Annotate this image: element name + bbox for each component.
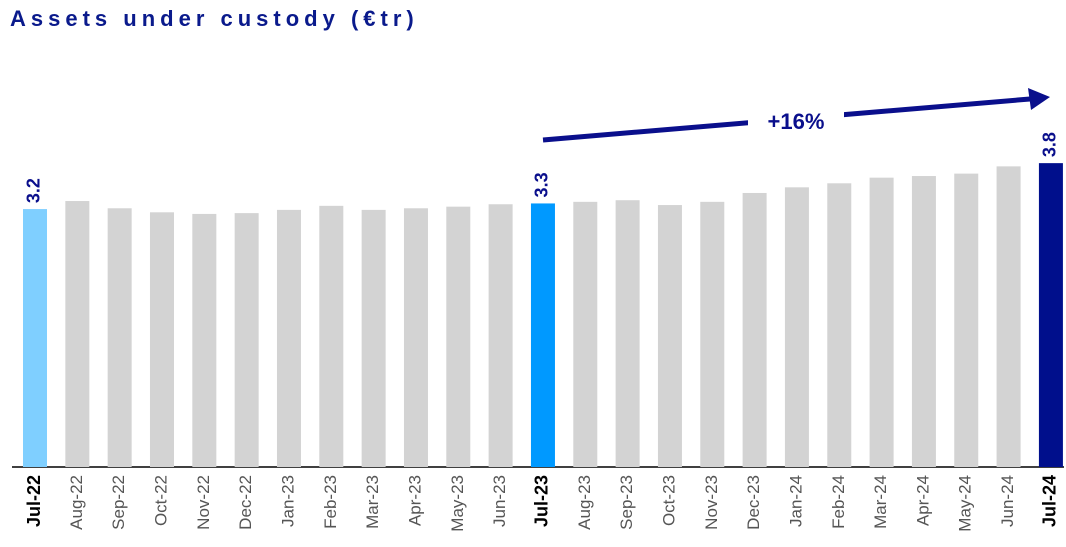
bar	[446, 206, 471, 468]
value-label: 3.8	[1040, 132, 1060, 157]
bar	[192, 213, 217, 467]
chart-title: Assets under custody (€tr)	[10, 6, 419, 31]
x-tick-label: Dec-22	[236, 475, 255, 530]
x-tick-label: Aug-23	[575, 475, 594, 530]
x-tick-label: Dec-23	[744, 475, 763, 530]
x-tick-label: May-24	[956, 475, 975, 532]
x-tick-label: Jun-24	[998, 475, 1017, 527]
x-tick-label: Apr-23	[405, 475, 424, 526]
arrow-head	[1028, 88, 1050, 110]
x-tick-label: Nov-22	[194, 475, 213, 530]
bar	[107, 208, 132, 468]
x-tick-label: Jul-24	[1040, 475, 1060, 527]
x-tick-label: Feb-24	[829, 475, 848, 529]
x-tick-label: Sep-22	[109, 475, 128, 530]
bar	[615, 200, 640, 468]
bar	[657, 205, 682, 468]
bar	[65, 201, 90, 467]
bar	[784, 187, 809, 467]
value-label: 3.3	[532, 172, 552, 197]
bar	[403, 208, 428, 468]
bar	[23, 209, 47, 467]
bar	[234, 213, 259, 467]
x-tick-label: Mar-23	[363, 475, 382, 529]
x-tick-label: Mar-24	[871, 475, 890, 529]
x-tick-label: Nov-23	[702, 475, 721, 530]
x-tick-label: Feb-23	[321, 475, 340, 529]
bar	[530, 203, 555, 468]
bar	[954, 173, 979, 467]
x-tick-label: Jul-22	[24, 475, 44, 527]
annotation-bg	[748, 108, 844, 138]
bar	[700, 201, 725, 468]
x-tick-label: Jan-23	[278, 475, 297, 527]
x-tick-label: Jul-23	[532, 475, 552, 527]
bar	[1038, 163, 1063, 467]
x-tick-label: Sep-23	[617, 475, 636, 530]
x-tick-label: Jan-24	[786, 475, 805, 527]
bar	[573, 201, 598, 468]
x-tick-label: Oct-22	[151, 475, 170, 526]
bar	[276, 209, 301, 468]
x-tick-label: Aug-22	[67, 475, 86, 530]
bar	[742, 192, 767, 467]
bar	[149, 212, 174, 467]
x-tick-label: May-23	[448, 475, 467, 532]
bar	[361, 209, 386, 468]
bar	[996, 166, 1021, 467]
bar	[869, 177, 894, 467]
value-label: 3.2	[24, 178, 44, 203]
bar	[488, 204, 513, 467]
x-tick-label: Apr-24	[913, 475, 932, 526]
bar	[319, 205, 344, 467]
annotation: +16%	[768, 109, 825, 134]
x-tick-label: Oct-23	[659, 475, 678, 526]
x-tick-label: Jun-23	[490, 475, 509, 527]
bar	[827, 183, 852, 467]
bar	[911, 176, 936, 467]
